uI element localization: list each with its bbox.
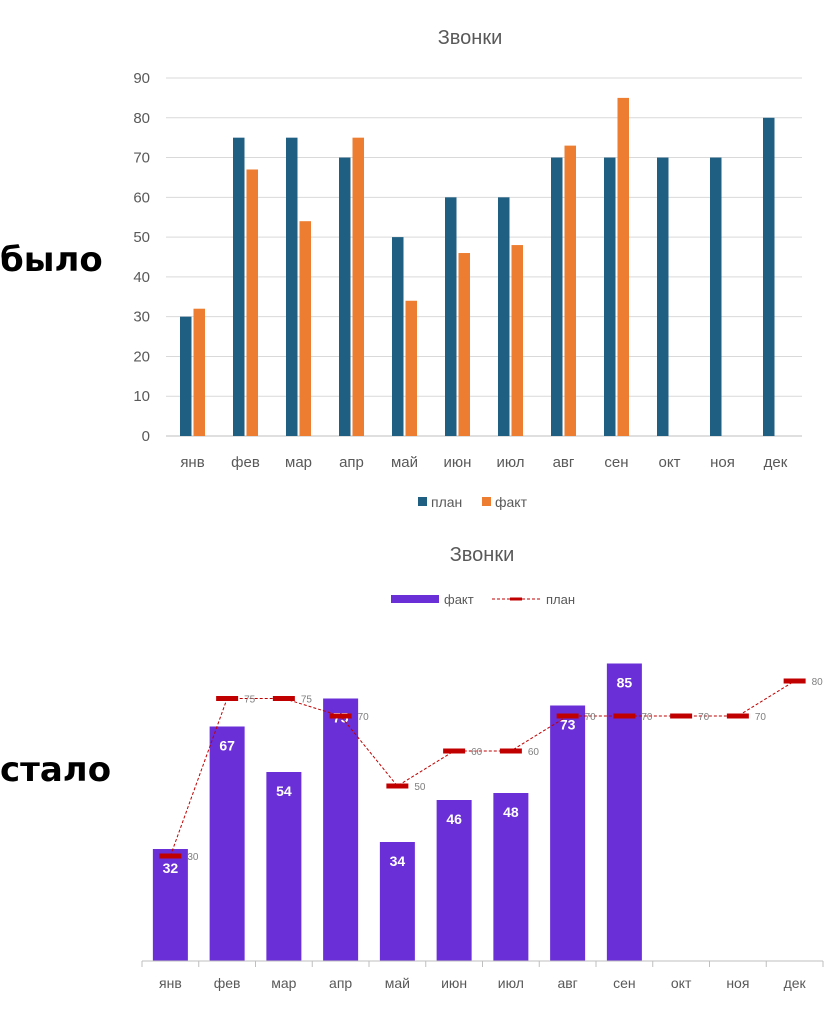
y-tick-label: 80 [133, 110, 150, 127]
data-label-plan: 80 [812, 677, 824, 688]
data-label-plan: 50 [414, 782, 426, 793]
label-before: было [0, 240, 103, 280]
x-tick-label: ноя [726, 975, 749, 991]
data-label-plan: 75 [244, 695, 256, 706]
legend-label: факт [495, 494, 528, 510]
y-tick-label: 30 [133, 309, 150, 326]
y-tick-label: 20 [133, 348, 150, 365]
bar-fact [266, 772, 302, 961]
x-tick-label: июл [496, 454, 524, 471]
label-after: стало [0, 750, 112, 790]
data-label-plan: 70 [698, 712, 710, 723]
data-label-plan: 30 [187, 852, 199, 863]
x-tick-label: окт [659, 454, 681, 471]
y-tick-label: 70 [133, 150, 150, 167]
data-label-plan: 70 [358, 712, 370, 723]
x-tick-label: авг [553, 454, 575, 471]
bar-fact [379, 842, 415, 961]
legend-label: план [431, 494, 462, 510]
legend-label-fact: факт [444, 592, 474, 607]
x-tick-label: янв [159, 975, 182, 991]
y-tick-label: 0 [142, 428, 150, 445]
x-tick-label: авг [557, 975, 577, 991]
x-tick-label: июн [444, 454, 472, 471]
x-tick-label: окт [671, 975, 692, 991]
data-label-fact: 48 [503, 804, 519, 820]
x-tick-label: мар [285, 454, 312, 471]
bar-plan [286, 137, 298, 436]
y-tick-label: 40 [133, 269, 150, 286]
data-label-plan: 70 [755, 712, 767, 723]
data-label-fact: 32 [163, 860, 179, 876]
x-tick-label: июн [441, 975, 467, 991]
bar-plan [180, 316, 192, 436]
bar-plan [604, 157, 616, 437]
bar-fact [193, 308, 205, 436]
plan-line [169, 680, 795, 857]
data-label-plan: 60 [471, 747, 483, 758]
data-label-fact: 46 [446, 811, 462, 827]
bar-plan [233, 137, 245, 436]
bar-plan [710, 157, 722, 437]
data-label-plan: 75 [301, 695, 313, 706]
data-label-fact: 54 [276, 783, 292, 799]
chart-before: Звонки 0 10 20 30 40 50 60 70 80 90 янв фев мар апр май… [133, 27, 802, 510]
bar-fact [299, 221, 311, 436]
data-label-fact: 73 [560, 717, 576, 733]
bar-plan [551, 157, 563, 437]
y-tick-label: 90 [133, 70, 150, 87]
bar-plan [445, 197, 457, 436]
bar-fact [606, 663, 642, 961]
bar-fact [436, 800, 472, 961]
data-label-plan: 70 [641, 712, 653, 723]
bar-fact [564, 145, 576, 436]
bar-plan [657, 157, 669, 437]
x-tick-label: май [385, 975, 410, 991]
x-tick-label: апр [339, 454, 364, 471]
bar-plan [392, 237, 404, 436]
data-label-fact: 85 [617, 675, 633, 691]
x-tick-label: май [391, 454, 418, 471]
bar-fact [246, 169, 258, 436]
data-label-plan: 70 [585, 712, 597, 723]
bar-fact [323, 698, 359, 961]
legend-swatch-fact [391, 595, 439, 603]
y-tick-label: 10 [133, 388, 150, 405]
x-tick-label: апр [329, 975, 352, 991]
x-tick-label: дек [764, 454, 788, 471]
x-tick-label: фев [231, 454, 260, 471]
bar-fact [550, 705, 586, 961]
x-tick-label: сен [604, 454, 628, 471]
bar-fact [511, 245, 523, 436]
bar-fact [152, 849, 188, 961]
chart1-title: Звонки [438, 27, 503, 49]
x-tick-label: мар [271, 975, 296, 991]
bar-plan [763, 117, 775, 437]
chart2-title: Звонки [450, 544, 515, 566]
x-tick-label: июл [498, 975, 524, 991]
x-tick-label: сен [613, 975, 636, 991]
x-tick-label: ноя [710, 454, 735, 471]
data-label-fact: 34 [390, 853, 406, 869]
bar-fact [352, 137, 364, 436]
x-tick-label: янв [180, 454, 204, 471]
bar-fact [493, 793, 529, 961]
x-tick-label: фев [214, 975, 241, 991]
bar-fact [458, 253, 470, 436]
bar-fact [209, 726, 245, 961]
legend-swatch [482, 497, 491, 506]
data-label-plan: 60 [528, 747, 540, 758]
bar-plan [339, 157, 351, 437]
data-label-fact: 67 [219, 738, 235, 754]
y-tick-label: 50 [133, 229, 150, 246]
x-tick-label: дек [784, 975, 807, 991]
legend-label-plan: план [546, 592, 575, 607]
bar-plan [498, 197, 510, 436]
bar-fact [405, 300, 417, 436]
bar-fact [617, 97, 629, 436]
y-tick-label: 60 [133, 189, 150, 206]
legend-swatch [418, 497, 427, 506]
